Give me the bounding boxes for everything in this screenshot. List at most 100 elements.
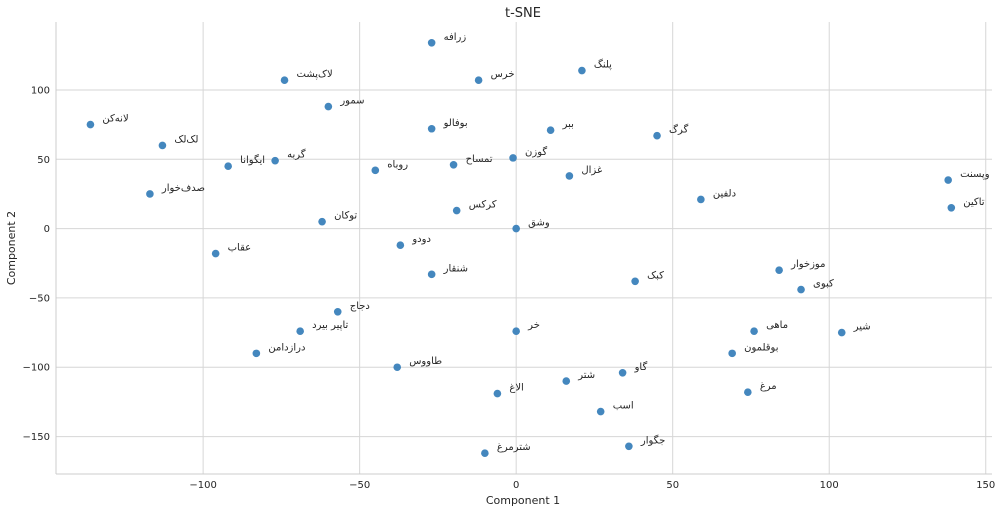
data-point <box>324 102 333 111</box>
data-point <box>252 349 261 358</box>
point-label: وشق <box>528 218 550 229</box>
y-tick-label: 50 <box>37 155 50 166</box>
point-label: ایگوانا <box>240 154 265 166</box>
data-point <box>393 363 402 372</box>
point-label: اسب <box>613 401 634 412</box>
y-tick-label: 100 <box>31 85 50 96</box>
data-point <box>625 442 633 451</box>
data-point <box>396 241 405 250</box>
point-label: زرافه <box>444 32 467 43</box>
data-point <box>452 206 461 215</box>
point-label: تاکین <box>963 197 984 208</box>
data-point <box>333 307 342 316</box>
point-label: خرس <box>491 69 515 80</box>
data-point <box>653 131 661 140</box>
data-point <box>618 368 627 377</box>
point-label: غزال <box>581 165 602 176</box>
point-label: شتر <box>577 370 595 381</box>
x-axis-label: Component 1 <box>486 494 560 507</box>
point-label: شترمرغ <box>497 442 531 453</box>
data-point <box>493 389 502 398</box>
data-point <box>271 156 279 165</box>
data-point <box>512 224 520 233</box>
tick-labels: −100 −50 0 50 100 150 −150 −100 −50 0 50 100 <box>23 85 996 491</box>
point-labels: زرافه پلنگ لاک‌پشت خرس سمور لانه‌کن بوفالو ببر گ… <box>102 32 989 453</box>
point-label: دجاج <box>350 301 370 312</box>
y-tick-label: −50 <box>29 293 50 304</box>
data-point <box>797 285 805 294</box>
point-label: خر <box>527 320 540 331</box>
x-tick-label: −100 <box>189 480 216 491</box>
point-label: شیر <box>853 322 871 333</box>
data-point <box>318 217 326 226</box>
x-tick-label: 50 <box>666 480 679 491</box>
data-point <box>427 38 436 47</box>
point-label: کبوی <box>813 279 834 290</box>
data-point <box>562 377 571 385</box>
point-label: لاک‌پشت <box>297 69 333 80</box>
point-label: سمور <box>339 96 364 107</box>
point-label: دلفین <box>713 188 736 199</box>
data-point <box>750 327 758 335</box>
point-label: موزخوار <box>790 259 825 270</box>
y-tick-label: −100 <box>23 363 50 374</box>
point-label: عقاب <box>228 243 252 254</box>
x-tick-label: −50 <box>349 480 370 491</box>
data-point <box>596 407 605 416</box>
data-point <box>775 266 783 274</box>
data-point <box>427 270 436 279</box>
data-point <box>944 176 952 184</box>
data-point <box>449 161 458 169</box>
point-label: ماهی <box>766 320 788 331</box>
point-label: درازدامن <box>268 342 305 353</box>
y-axis-label: Component 2 <box>5 211 18 285</box>
data-point <box>837 328 846 337</box>
point-label: گوزن <box>525 146 547 158</box>
point-label: کبک <box>647 270 664 281</box>
data-point <box>728 349 736 358</box>
data-point <box>280 76 289 85</box>
y-tick-label: 0 <box>44 224 50 235</box>
data-point <box>509 154 517 162</box>
data-point <box>481 449 489 458</box>
data-point <box>565 172 574 180</box>
point-label: شنقار <box>443 263 468 274</box>
data-point <box>296 327 304 335</box>
chart-title: t-SNE <box>505 6 541 21</box>
x-tick-label: 100 <box>820 480 839 491</box>
data-point <box>744 388 752 396</box>
point-label: تمساح <box>466 154 493 165</box>
points <box>86 38 956 458</box>
data-point <box>512 327 520 335</box>
grid <box>56 22 992 474</box>
data-point <box>427 124 436 133</box>
point-label: لک‌لک <box>174 134 198 145</box>
point-label: جگوار <box>640 434 665 446</box>
point-label: بوقلمون <box>744 342 778 353</box>
point-label: لانه‌کن <box>102 114 128 125</box>
point-label: گربه <box>287 149 306 161</box>
point-label: روباه <box>387 159 408 170</box>
data-point <box>211 249 220 258</box>
point-label: وپسنت <box>960 169 990 180</box>
data-point <box>146 190 154 198</box>
data-point <box>86 120 95 129</box>
point-label: صدف‌خوار <box>161 183 205 194</box>
point-label: تاپیر بیرد <box>312 320 348 331</box>
x-tick-label: 0 <box>513 480 519 491</box>
point-label: بوفالو <box>443 118 468 129</box>
point-label: کرکس <box>469 200 497 211</box>
axes-spines <box>55 22 992 475</box>
point-label: طاووس <box>409 356 442 367</box>
data-point <box>697 195 705 204</box>
y-tick-label: −150 <box>23 432 50 443</box>
data-point <box>578 66 586 75</box>
point-label: توکان <box>334 211 357 222</box>
point-label: دودو <box>411 234 431 245</box>
data-point <box>947 203 956 212</box>
point-label: گاو <box>634 361 648 373</box>
data-point <box>474 76 483 85</box>
point-label: مرغ <box>760 381 777 392</box>
data-point <box>631 277 639 286</box>
